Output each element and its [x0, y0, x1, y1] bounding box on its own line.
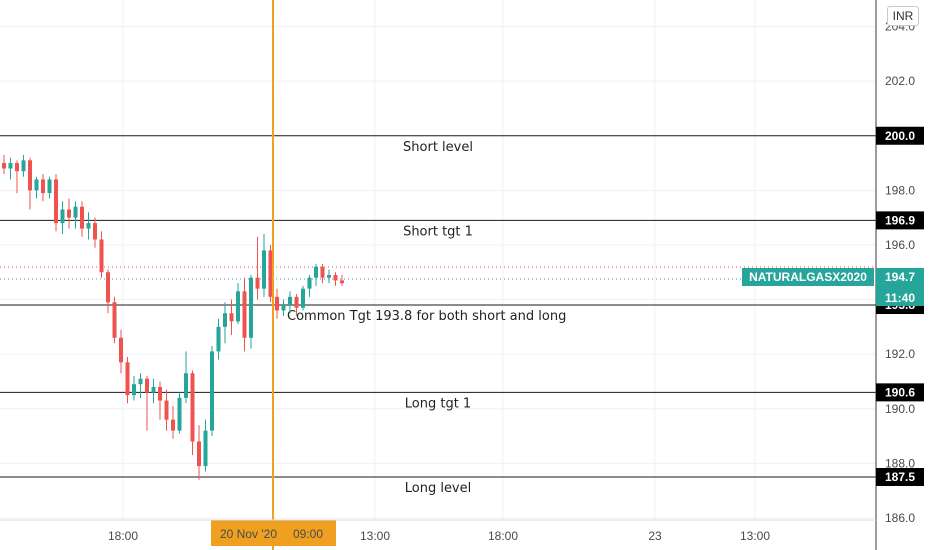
level-price-tag-text: 196.9 [885, 213, 915, 227]
candle-body [2, 163, 6, 169]
candle-body [21, 160, 26, 172]
candle-body [60, 209, 65, 224]
x-tick-label: 18:00 [108, 529, 138, 543]
y-tick-label: 198.0 [885, 183, 915, 197]
price-levels: Short level Short tgt 1 Common Tgt 193.8 f… [0, 135, 876, 496]
candle-body [197, 441, 201, 467]
candle-body [99, 239, 104, 273]
y-tick-label: 186.0 [885, 511, 915, 525]
candle-body [119, 337, 123, 363]
last-price-tag [876, 268, 924, 306]
candle-body [275, 296, 279, 311]
level-label: Common Tgt 193.8 for both short and long [287, 309, 566, 324]
level-label: Short tgt 1 [403, 224, 473, 239]
level-label: Short level [403, 140, 473, 155]
y-tick-label: 188.0 [885, 456, 915, 470]
candle-body [281, 305, 286, 311]
candle-body [262, 250, 266, 289]
candle-body [86, 223, 91, 229]
candle-body [145, 378, 149, 393]
level-price-tag [876, 126, 924, 145]
y-tick-label: 202.0 [885, 74, 915, 88]
currency-badge[interactable]: INR [887, 6, 919, 26]
candle-body [314, 266, 318, 278]
candle-body [171, 419, 175, 431]
bar-countdown-text: 11:40 [885, 291, 915, 305]
candle-body [203, 430, 208, 467]
candle-body [327, 274, 331, 278]
x-tick-label: 13:00 [740, 529, 770, 543]
candle-body [268, 250, 273, 297]
candle-body [93, 223, 97, 240]
candle-body [307, 277, 312, 289]
crosshair-date: 20 Nov '20 [220, 527, 277, 541]
level-price-tag-text: 200.0 [885, 129, 915, 143]
candle-body [294, 296, 299, 308]
x-tick-label: 23 [648, 529, 662, 543]
candle-body [210, 351, 214, 431]
y-tick-label: 196.0 [885, 238, 915, 252]
candle-body [8, 163, 13, 169]
candle-body [34, 179, 39, 191]
chart-grid [0, 0, 876, 520]
level-price-tag [876, 468, 924, 486]
candle-body [301, 288, 305, 308]
level-price-tag-text: 190.6 [885, 385, 915, 399]
candle-body [216, 326, 221, 352]
candlestick-series [2, 154, 344, 480]
y-tick-label: 192.0 [885, 347, 915, 361]
candle-body [54, 179, 58, 224]
candle-body [67, 209, 71, 218]
candle-body [340, 280, 344, 284]
candle-body [288, 296, 292, 306]
candle-body [151, 386, 156, 393]
level-label: Long level [405, 481, 472, 496]
candle-body [320, 266, 325, 278]
candle-body [255, 277, 260, 289]
x-tick-label: 18:00 [488, 529, 518, 543]
candle-body [184, 373, 188, 398]
candle-body [41, 179, 45, 194]
symbol-tag [742, 268, 874, 286]
candle-body [132, 384, 136, 396]
candle-body [106, 272, 110, 303]
level-price-tag-text: 187.5 [885, 470, 915, 484]
candle-body [236, 291, 240, 322]
level-price-tag [876, 211, 924, 230]
candle-body [125, 362, 130, 396]
crosshair: 20 Nov '20 09:00 [211, 0, 336, 550]
level-price-tag [876, 383, 924, 402]
candle-body [15, 163, 19, 172]
candle-body [73, 206, 78, 218]
crosshair-time: 09:00 [293, 527, 323, 541]
candle-body [138, 378, 143, 385]
candle-body [112, 302, 117, 338]
candle-body [47, 179, 52, 194]
candle-body [229, 313, 234, 322]
last-price-text: 194.7 [885, 270, 915, 284]
y-tick-label: 190.0 [885, 402, 915, 416]
candle-body [333, 274, 338, 281]
candle-body [223, 313, 227, 327]
price-tags: 200.0196.9193.8190.6187.5NATURALGASX2020… [742, 126, 924, 486]
candle-body [80, 206, 84, 229]
candle-body [249, 277, 253, 338]
candle-body [177, 397, 182, 431]
level-label: Long tgt 1 [405, 396, 471, 411]
crosshair-time-label [211, 520, 336, 546]
candle-body [190, 373, 195, 442]
symbol-tag-text: NATURALGASX2020 [749, 270, 867, 284]
x-tick-label: 13:00 [360, 529, 390, 543]
candle-body [158, 386, 162, 401]
candle-body [242, 291, 247, 338]
candle-body [28, 160, 32, 191]
time-axis[interactable]: 18:00 13:00 18:00 23 13:00 [0, 519, 876, 543]
candle-body [164, 400, 169, 420]
